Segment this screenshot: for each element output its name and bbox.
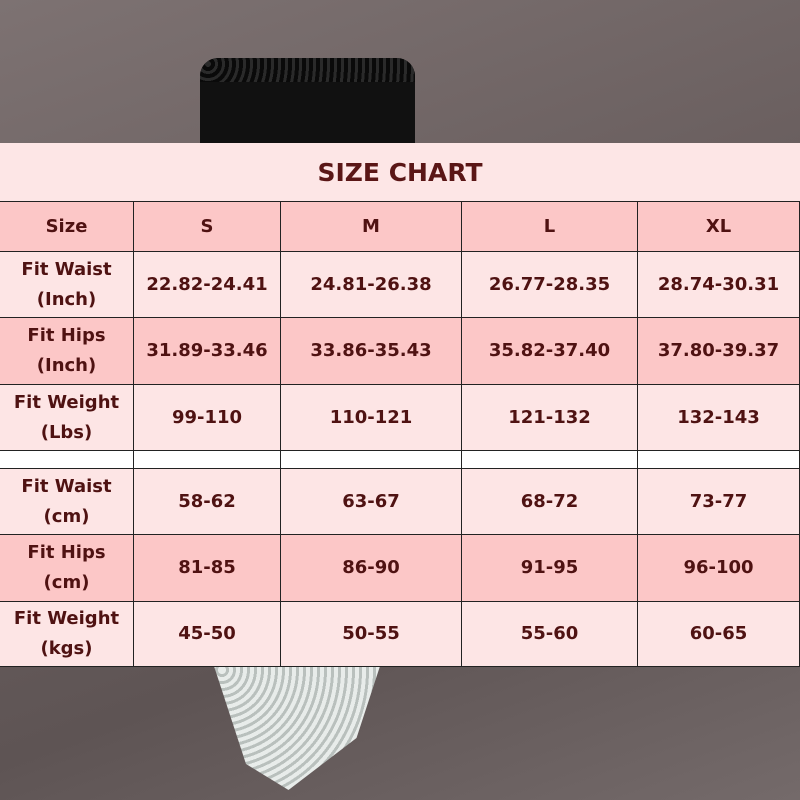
spacer-row-cell bbox=[638, 451, 800, 469]
row-label-cell: Fit Waist (Inch) bbox=[0, 252, 134, 318]
table-row-cell: 86-90 bbox=[281, 535, 462, 602]
table-row-cell: 91-95 bbox=[462, 535, 638, 602]
table-row-cell: 121-132 bbox=[462, 385, 638, 451]
table-row-cell: 132-143 bbox=[638, 385, 800, 451]
table-row-cell: 99-110 bbox=[134, 385, 281, 451]
divider bbox=[0, 201, 800, 202]
table-row-cell: 24.81-26.38 bbox=[281, 252, 462, 318]
table-row-cell: 55-60 bbox=[462, 602, 638, 667]
table-row-cell: 35.82-37.40 bbox=[462, 318, 638, 385]
header-row-cell: S bbox=[134, 202, 281, 252]
size-chart: SIZE CHART Size S M L XL Fit Waist (Inch) 22.8… bbox=[0, 143, 800, 667]
chart-title: SIZE CHART bbox=[317, 158, 483, 187]
table-row-cell: 26.77-28.35 bbox=[462, 252, 638, 318]
row-label-cell: Fit Hips (cm) bbox=[0, 535, 134, 602]
table-row-cell: 81-85 bbox=[134, 535, 281, 602]
table-row-cell: 73-77 bbox=[638, 469, 800, 535]
table-row-cell: 96-100 bbox=[638, 535, 800, 602]
header-row-cell: XL bbox=[638, 202, 800, 252]
row-label-cell: Size bbox=[0, 202, 134, 252]
row-label-cell: Fit Waist (cm) bbox=[0, 469, 134, 535]
row-label-cell: Fit Hips (Inch) bbox=[0, 318, 134, 385]
table-row-cell: 110-121 bbox=[281, 385, 462, 451]
table-row-cell: 45-50 bbox=[134, 602, 281, 667]
spacer-row-cell bbox=[134, 451, 281, 469]
table-row-cell: 63-67 bbox=[281, 469, 462, 535]
table-row-cell: 58-62 bbox=[134, 469, 281, 535]
table-row-cell: 33.86-35.43 bbox=[281, 318, 462, 385]
row-label-cell: Fit Weight (Lbs) bbox=[0, 385, 134, 451]
table-row-cell: 37.80-39.37 bbox=[638, 318, 800, 385]
table-row-cell: 28.74-30.31 bbox=[638, 252, 800, 318]
table-row-cell: 50-55 bbox=[281, 602, 462, 667]
row-label-cell bbox=[0, 451, 134, 469]
table-row-cell: 22.82-24.41 bbox=[134, 252, 281, 318]
header-row-cell: M bbox=[281, 202, 462, 252]
table-row-cell: 68-72 bbox=[462, 469, 638, 535]
spacer-row-cell bbox=[462, 451, 638, 469]
table-row-cell: 31.89-33.46 bbox=[134, 318, 281, 385]
black-garment-photo bbox=[200, 58, 415, 158]
spacer-row-cell bbox=[281, 451, 462, 469]
header-row-cell: L bbox=[462, 202, 638, 252]
table-row-cell: 60-65 bbox=[638, 602, 800, 667]
white-lace-garment-photo bbox=[212, 660, 382, 790]
row-label-cell: Fit Weight (kgs) bbox=[0, 602, 134, 667]
